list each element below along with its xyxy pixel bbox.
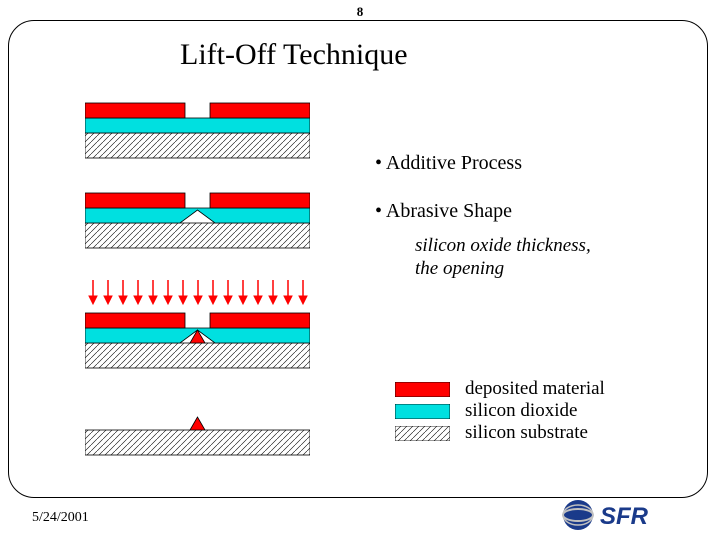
- bullet-additive: • Additive Process: [375, 152, 522, 175]
- detail-line2: the opening: [415, 258, 504, 280]
- legend-swatch-deposited: [395, 382, 450, 397]
- detail-line1: silicon oxide thickness,: [415, 235, 591, 257]
- step1-diagram: [85, 100, 310, 160]
- legend-deposited: deposited material: [465, 378, 605, 400]
- page-number: 8: [357, 4, 364, 20]
- step3-diagram: [85, 280, 310, 370]
- slide-title: Lift-Off Technique: [180, 38, 408, 72]
- legend-substrate: silicon substrate: [465, 422, 588, 444]
- step4-diagram: [85, 415, 310, 460]
- bullet-abrasive: • Abrasive Shape: [375, 200, 512, 223]
- legend-oxide: silicon dioxide: [465, 400, 577, 422]
- svg-text:SFR: SFR: [600, 503, 649, 530]
- step2-diagram: [85, 190, 310, 250]
- legend-swatch-oxide: [395, 404, 450, 419]
- deposition-arrows: [89, 280, 307, 304]
- sfr-logo: SFR: [560, 498, 680, 532]
- footer-date: 5/24/2001: [32, 510, 89, 526]
- legend-swatch-substrate: [395, 426, 450, 441]
